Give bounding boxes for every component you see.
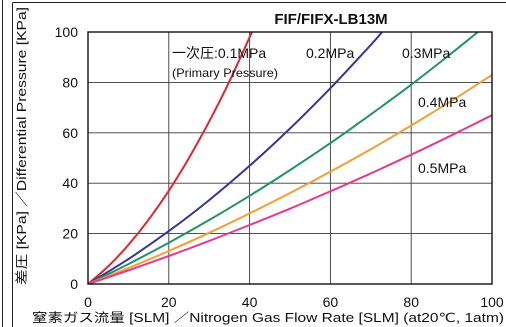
series-line-0-5mpa	[88, 114, 492, 284]
series-labels: 一次圧:0.1MPa (Primary Pressure) 0.2MPa 0.3…	[172, 45, 466, 176]
y-tick-label: 20	[62, 226, 78, 242]
y-tick-label: 80	[62, 74, 78, 90]
x-tick-label: 40	[242, 294, 258, 310]
y-tick-label: 60	[62, 125, 78, 141]
series-label-0-4mpa: 0.4MPa	[418, 94, 466, 110]
x-tick-label: 100	[480, 294, 504, 310]
y-tick-label: 0	[70, 276, 78, 292]
series-name-0-1mpa: 0.1MPa	[218, 45, 266, 61]
x-axis-label: 窒素ガス流量 [SLM] ／Nitrogen Gas Flow Rate [SL…	[32, 310, 504, 325]
chart-title: FIF/FIFX-LB13M	[274, 11, 387, 28]
x-tick-label: 80	[403, 294, 419, 310]
series-label-0-1mpa: 一次圧:0.1MPa	[172, 45, 266, 61]
x-tick-label: 60	[323, 294, 339, 310]
grid	[88, 32, 492, 284]
x-tick-label: 20	[161, 294, 177, 310]
tick-labels: 0 20 40 60 80 100 0 20 40 60 80 100	[55, 24, 504, 310]
series-lines	[88, 32, 492, 284]
y-tick-label: 40	[62, 175, 78, 191]
series-label-0-2mpa: 0.2MPa	[306, 45, 354, 61]
series-line-0-2mpa	[88, 32, 384, 284]
primary-pressure-caption-en: (Primary Pressure)	[172, 66, 278, 80]
series-line-0-3mpa	[88, 32, 479, 284]
plot-frame	[87, 31, 493, 285]
series-label-0-5mpa: 0.5MPa	[418, 160, 466, 176]
y-axis-label: 差圧 [KPa] ／Differential Pressure [KPa]	[15, 7, 29, 285]
y-tick-label: 100	[55, 24, 79, 40]
series-label-0-3mpa: 0.3MPa	[402, 45, 450, 61]
primary-pressure-caption: 一次圧:	[172, 45, 218, 61]
series-line-0-4mpa	[88, 73, 492, 284]
series-line-0-1mpa	[88, 32, 253, 284]
x-tick-label: 0	[84, 294, 92, 310]
